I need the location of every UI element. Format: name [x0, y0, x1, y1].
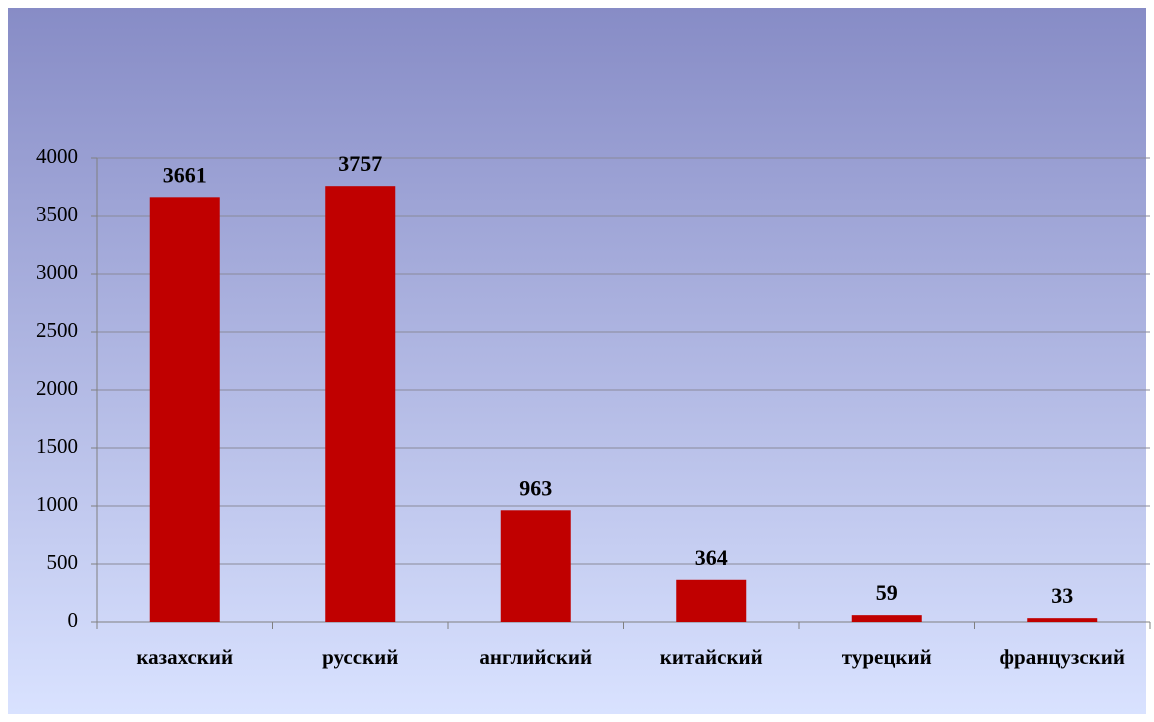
- y-tick-label: 1500: [36, 434, 78, 458]
- data-label: 3757: [338, 151, 382, 176]
- x-tick-label: русский: [322, 645, 398, 669]
- x-tick-label: турецкий: [842, 645, 932, 669]
- y-tick-label: 500: [47, 550, 79, 574]
- data-label: 963: [519, 475, 552, 500]
- y-tick-label: 4000: [36, 144, 78, 168]
- y-tick-label: 3500: [36, 202, 78, 226]
- x-tick-label: казахский: [136, 645, 233, 669]
- bar: [325, 186, 396, 623]
- x-tick-label: французский: [1000, 645, 1125, 669]
- y-tick-label: 2000: [36, 376, 78, 400]
- x-tick-label: китайский: [660, 645, 763, 669]
- bar: [149, 197, 220, 622]
- data-label: 59: [876, 580, 898, 605]
- y-tick-label: 0: [68, 608, 79, 632]
- x-tick-label: английский: [479, 645, 592, 669]
- bar: [500, 510, 571, 622]
- y-tick-label: 2500: [36, 318, 78, 342]
- data-label: 364: [695, 545, 728, 570]
- y-tick-label: 3000: [36, 260, 78, 284]
- data-label: 33: [1051, 583, 1073, 608]
- y-tick-label: 1000: [36, 492, 78, 516]
- bar: [1027, 618, 1098, 622]
- data-label: 3661: [163, 162, 207, 187]
- bar: [851, 615, 922, 622]
- bar: [676, 579, 747, 622]
